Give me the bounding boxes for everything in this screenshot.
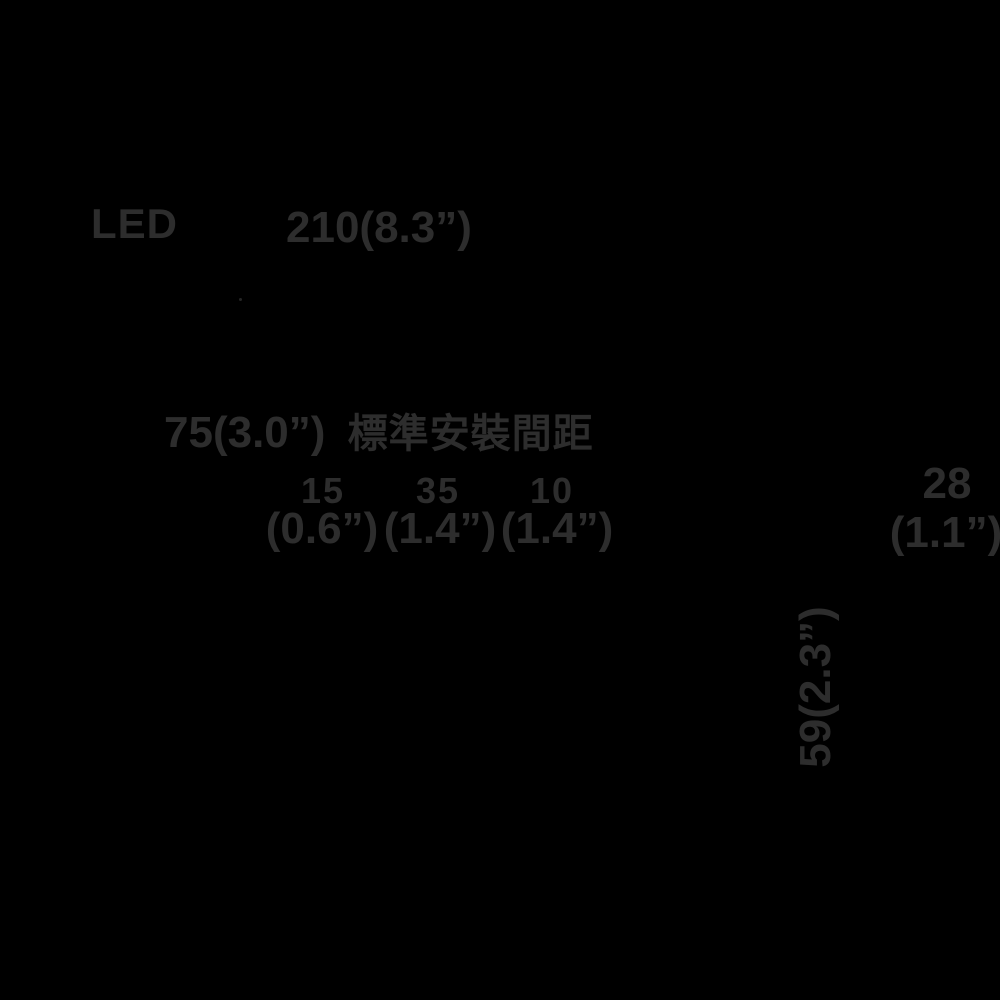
segment-2-inch-label: (1.4”)	[383, 504, 497, 553]
segment-2-mm-label: 35	[415, 470, 461, 511]
spacing-heading: 75(3.0”) 標準安裝間距	[164, 411, 594, 455]
segment-1-mm-label: 15	[300, 470, 346, 511]
depth-mm-label: 28	[922, 459, 972, 508]
led-label: LED	[91, 200, 178, 247]
height-dimension-label-rotated: 59(2.3”)	[791, 606, 840, 768]
width-dimension-label: 210(8.3”)	[286, 203, 472, 252]
segment-1-inch-label: (0.6”)	[265, 504, 379, 553]
depth-inch-label: (1.1”)	[889, 508, 1000, 557]
segment-3-inch-label: (1.4”)	[500, 504, 614, 553]
stray-dot	[239, 298, 242, 301]
spacing-value: 75(3.0”)	[164, 408, 326, 457]
segment-3-mm-label: 10	[529, 470, 575, 511]
spacing-label-cjk: 標準安裝間距	[347, 412, 594, 456]
